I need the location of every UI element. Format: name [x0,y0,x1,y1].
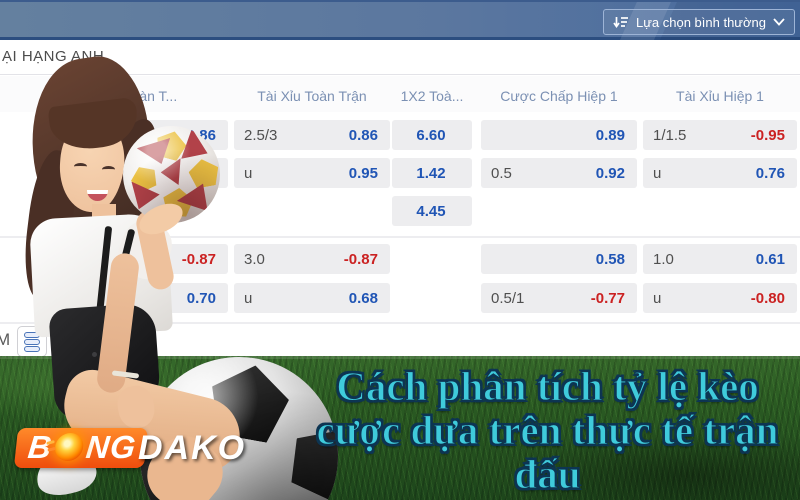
handicap-value: u [653,289,662,307]
match-divider [0,236,800,238]
odds-cell[interactable]: 6.60 [392,120,472,150]
layers-stack-icon [24,338,40,345]
odds-value: 0.58 [595,250,625,268]
odds-cell[interactable]: u 0.68 [234,283,390,313]
glowing-soccer-ball-icon [53,433,85,461]
sort-filter-icon [613,16,628,28]
odds-cell[interactable]: -0.87 [56,244,228,274]
layers-stack-button[interactable] [17,326,47,357]
odds-value: 0.89 [595,126,625,144]
odds-display-dropdown[interactable]: Lựa chọn bình thường [602,9,795,35]
logo-letter: NG [84,428,139,465]
column-header-1x2-full[interactable]: 1X2 Toà... [400,88,464,104]
logo-orange-box: B NG [13,428,149,468]
odds-value: 4.45 [416,202,446,220]
odds-cell[interactable]: 5 [56,158,228,188]
odds-value: -0.95 [750,126,785,144]
odds-value: -0.87 [181,250,216,268]
odds-value: 0.68 [348,289,378,307]
column-header-handicap-full[interactable]: ước Chấp Toàn T... [58,88,178,104]
odds-cell[interactable]: 1.42 [392,158,472,188]
odds-value: -0.77 [590,289,625,307]
odds-value: -0.80 [750,289,785,307]
odds-value: 1.42 [416,164,446,182]
league-header-row: ẠI HẠNG ANH [0,40,800,75]
odds-value: 0.76 [755,164,785,182]
caption-line: đấu [514,451,581,497]
odds-value: 0.86 [348,126,378,144]
column-header-handicap-half1[interactable]: Cược Chấp Hiệp 1 [500,88,618,104]
league-title: ẠI HẠNG ANH [2,48,105,65]
handicap-value: 0.5/1 [491,289,525,307]
odds-cell[interactable]: u 0.76 [643,158,797,188]
layers-stack-icon [24,331,40,338]
odds-value: -0.87 [343,250,378,268]
handicap-value: u [653,164,662,182]
handicap-value: 0.5 [491,164,512,182]
odds-value: 6.60 [416,126,446,144]
odds-value: 0.92 [595,164,625,182]
layers-stack-icon [24,345,40,352]
match-divider [0,322,800,324]
handicap-value: 3.0 [244,250,265,268]
odds-cell[interactable]: 4.45 [392,196,472,226]
odds-cell[interactable]: u -0.80 [643,283,797,313]
column-header-overunder-half1[interactable]: Tài Xỉu Hiệp 1 [676,88,764,104]
odds-cell[interactable]: u 0.95 [234,158,390,188]
odds-display-dropdown-label: Lựa chọn bình thường [635,14,766,30]
handicap-value: 2.5/3 [244,126,278,144]
logo-letter: DAKO [138,429,247,467]
odds-cell[interactable]: 0.5 0.92 [481,158,637,188]
odds-cell[interactable]: 1.0 0.61 [643,244,797,274]
column-header-overunder-full[interactable]: Tài Xỉu Toàn Trận [257,88,367,104]
bongdako-logo: B NG DAKO [13,428,244,468]
odds-cell[interactable]: 0.5/1 -0.77 [481,283,637,313]
chevron-down-icon [773,18,785,26]
odds-cell[interactable]: 0.70 [56,283,228,313]
caption-line: Cách phân tích tỷ lệ kèo [336,363,760,409]
handicap-value: u [244,289,253,307]
odds-table: ẠI HẠNG ANH ước Chấp Toàn T... Tài Xỉu T… [0,40,800,357]
odds-cell[interactable]: 3.0 -0.87 [234,244,390,274]
toolbar-text-fragment: M [0,330,11,349]
handicap-value: u [244,164,253,182]
odds-cell[interactable]: 2.5/3 0.86 [234,120,390,150]
odds-cell[interactable]: 0.58 [481,244,637,274]
odds-value: 0.61 [755,250,785,268]
caption-line: cược dựa trên thực tế trận [316,407,779,453]
logo-letter: B [26,428,55,465]
handicap-value: 1/1.5 [653,126,687,144]
odds-value: 0.86 [186,126,216,144]
odds-cell[interactable]: 1/1.5 -0.95 [643,120,797,150]
handicap-value: 5 [106,164,115,182]
odds-cell[interactable]: 0.89 [481,120,637,150]
odds-value: 0.70 [186,289,216,307]
top-bar: Lựa chọn bình thường [0,0,800,42]
odds-cell[interactable]: 0.86 [56,120,228,150]
caption-headline: Cách phân tích tỷ lệ kèo cược dựa trên t… [295,363,800,497]
odds-value: 0.95 [348,164,378,182]
handicap-value: 1.0 [653,250,674,268]
